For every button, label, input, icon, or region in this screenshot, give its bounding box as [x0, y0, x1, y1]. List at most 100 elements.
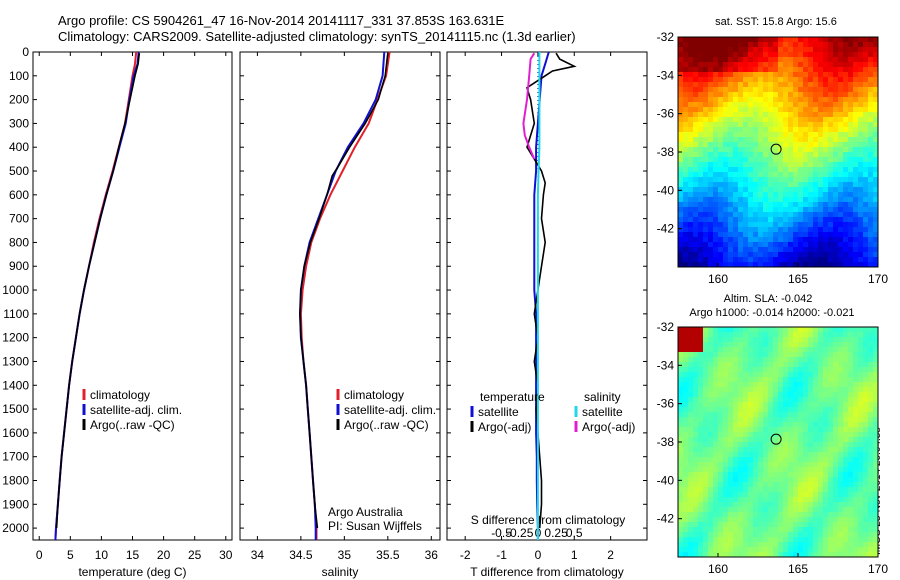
map-cell	[798, 477, 803, 482]
map-cell	[768, 372, 773, 377]
map-cell	[813, 162, 818, 167]
map-cell	[818, 152, 823, 157]
map-cell	[703, 347, 708, 352]
map-cell	[793, 212, 798, 217]
map-cell	[758, 517, 763, 522]
map-cell	[823, 242, 828, 247]
map-cell	[698, 82, 703, 87]
map-cell	[833, 532, 838, 537]
map-cell	[718, 67, 723, 72]
map-cell	[813, 192, 818, 197]
map-cell	[823, 432, 828, 437]
map-cell	[823, 197, 828, 202]
map-cell	[703, 257, 708, 262]
map-cell	[748, 212, 753, 217]
map-cell	[783, 52, 788, 57]
map-cell	[748, 502, 753, 507]
map-cell	[833, 517, 838, 522]
map-cell	[678, 352, 683, 357]
map-cell	[773, 397, 778, 402]
map-cell	[703, 522, 708, 527]
plot-frame	[446, 51, 648, 541]
map-cell	[828, 412, 833, 417]
map-cell	[833, 62, 838, 67]
map-cell	[798, 532, 803, 537]
map-cell	[768, 132, 773, 137]
map-cell	[858, 167, 863, 172]
map-cell	[763, 107, 768, 112]
map-cell	[688, 497, 693, 502]
map-cell	[868, 102, 873, 107]
map-cell	[873, 377, 878, 382]
map-cell	[803, 232, 808, 237]
map-cell	[708, 477, 713, 482]
map-cell	[718, 402, 723, 407]
map-cell	[788, 52, 793, 57]
map-cell	[803, 202, 808, 207]
map-cell	[718, 332, 723, 337]
map-cell	[853, 327, 858, 332]
map-cell	[698, 182, 703, 187]
map-cell	[823, 92, 828, 97]
map-cell	[728, 492, 733, 497]
map-cell	[808, 172, 813, 177]
map-cell	[693, 472, 698, 477]
map-cell	[873, 532, 878, 537]
map-cell	[793, 222, 798, 227]
map-cell	[753, 152, 758, 157]
map-cell	[733, 182, 738, 187]
map-cell	[698, 112, 703, 117]
map-cell	[708, 102, 713, 107]
map-cell	[843, 47, 848, 52]
map-cell	[813, 402, 818, 407]
map-cell	[703, 417, 708, 422]
map-cell	[693, 432, 698, 437]
map-cell	[873, 467, 878, 472]
map-cell	[833, 462, 838, 467]
map-cell	[803, 467, 808, 472]
map-cell	[708, 242, 713, 247]
map-cell	[718, 382, 723, 387]
map-cell	[848, 97, 853, 102]
map-cell	[693, 502, 698, 507]
map-cell	[868, 252, 873, 257]
map-cell	[873, 152, 878, 157]
map-cell	[688, 202, 693, 207]
map-cell	[783, 167, 788, 172]
map-cell	[703, 42, 708, 47]
map-cell	[763, 437, 768, 442]
map-cell	[748, 167, 753, 172]
map-cell	[698, 372, 703, 377]
map-cell	[753, 172, 758, 177]
x-tick-label: 35.5	[376, 548, 400, 562]
map-cell	[848, 117, 853, 122]
map-cell	[733, 337, 738, 342]
map-cell	[698, 442, 703, 447]
map-cell	[723, 407, 728, 412]
map-cell	[778, 187, 783, 192]
map-cell	[718, 532, 723, 537]
map-cell	[843, 547, 848, 552]
map-cell	[848, 137, 853, 142]
map-cell	[853, 342, 858, 347]
map-cell	[768, 337, 773, 342]
map-cell	[798, 242, 803, 247]
map-cell	[813, 387, 818, 392]
map-cell	[778, 547, 783, 552]
map-cell	[768, 52, 773, 57]
map-cell	[763, 417, 768, 422]
map-cell	[678, 172, 683, 177]
map-cell	[803, 492, 808, 497]
map-cell	[678, 222, 683, 227]
map-cell	[828, 82, 833, 87]
map-cell	[788, 147, 793, 152]
map-cell	[858, 47, 863, 52]
map-cell	[868, 382, 873, 387]
map-cell	[788, 532, 793, 537]
map-cell	[793, 72, 798, 77]
map-cell	[823, 47, 828, 52]
map-cell	[823, 227, 828, 232]
map-cell	[703, 97, 708, 102]
map-cell	[828, 432, 833, 437]
map-cell	[833, 177, 838, 182]
